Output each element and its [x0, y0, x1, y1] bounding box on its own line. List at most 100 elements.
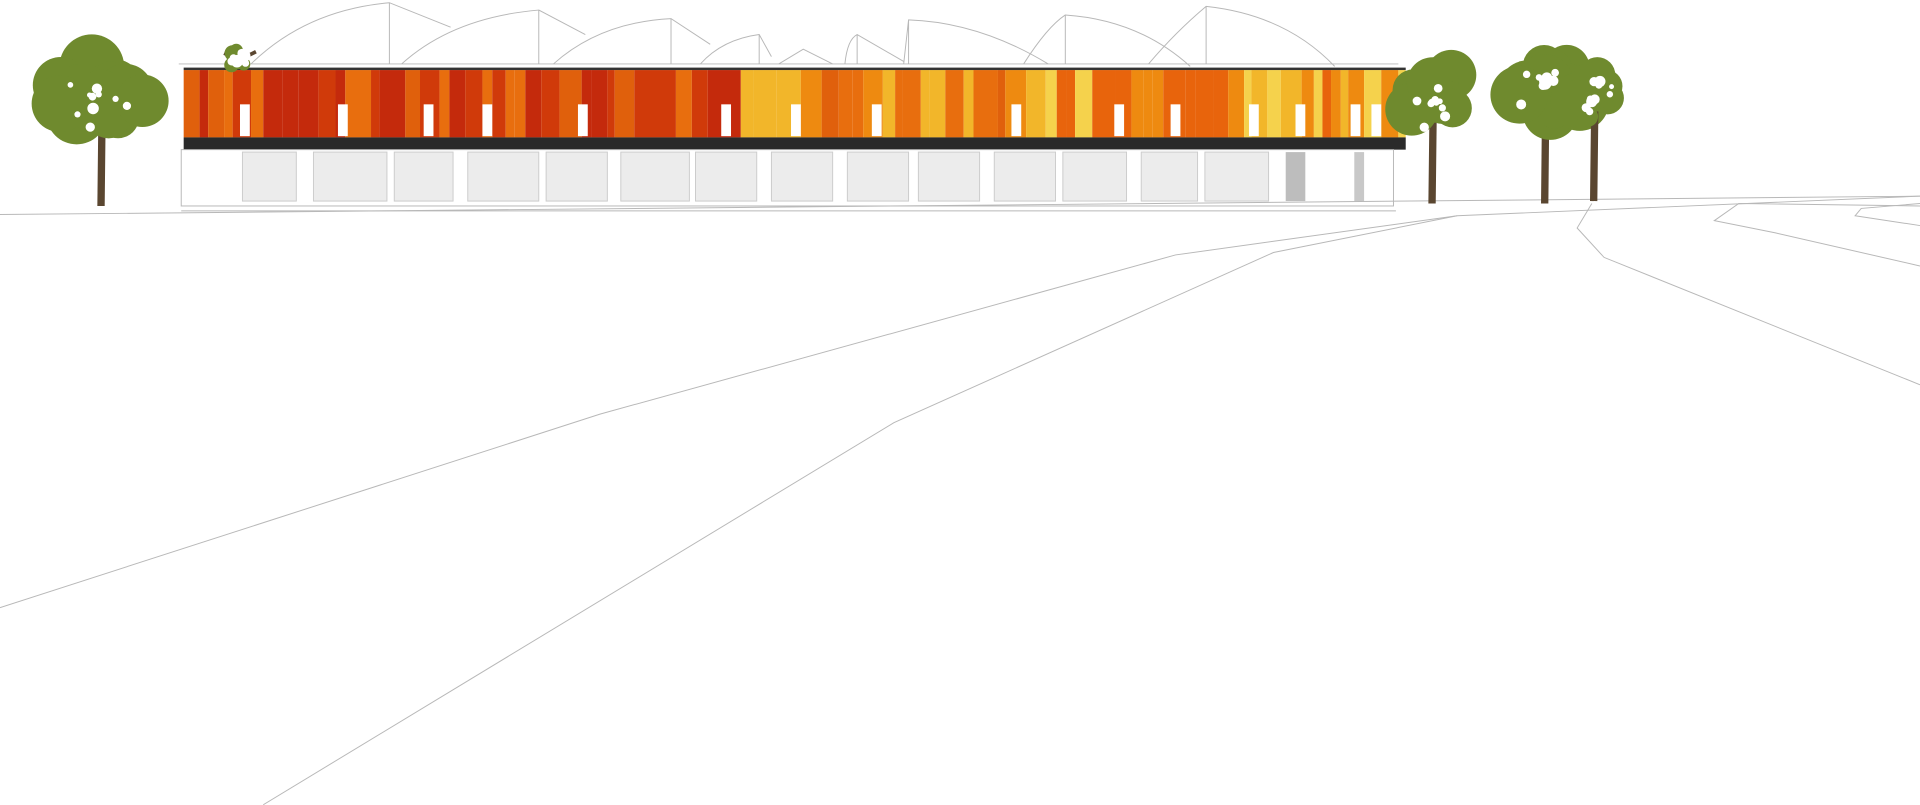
facade-panel	[1092, 70, 1116, 138]
tree-foliage	[1579, 57, 1616, 93]
foliage-gap	[241, 59, 250, 67]
window	[423, 104, 434, 137]
facade-panel	[929, 70, 946, 138]
facade-panel	[997, 70, 1006, 138]
glass-panel	[917, 151, 981, 202]
foliage-gap	[122, 101, 132, 111]
facade-panel	[1313, 70, 1323, 138]
glass-panel	[770, 151, 834, 202]
facade-band	[183, 67, 1406, 138]
glass-panel	[1204, 151, 1270, 202]
tree-foliage	[31, 75, 89, 133]
foliage-gap	[1516, 99, 1527, 110]
foliage-gap	[86, 92, 93, 98]
facade-panel	[183, 70, 200, 138]
foliage-gap	[1433, 83, 1443, 93]
foliage-gap	[1427, 99, 1435, 108]
foliage-gap	[1440, 111, 1451, 122]
facade-panel	[614, 70, 635, 138]
roof-arcs	[178, 2, 1399, 67]
facade-panel	[1267, 70, 1281, 138]
foliage-gap	[1412, 96, 1422, 106]
facade-panel	[345, 70, 372, 138]
facade-panel	[335, 70, 346, 138]
facade-panel	[1075, 70, 1093, 138]
facade-panel	[251, 70, 264, 138]
facade-panel	[591, 70, 608, 138]
door	[1354, 152, 1365, 202]
facade-panel	[541, 70, 560, 138]
facade-panel	[707, 70, 720, 138]
facade-panel	[963, 70, 974, 138]
window	[721, 104, 732, 137]
facade-panel	[902, 70, 921, 138]
facade-panel	[973, 70, 998, 138]
facade-panel	[800, 70, 822, 138]
facade-panel	[465, 70, 483, 138]
facade-panel	[525, 70, 542, 138]
glass-panel	[241, 151, 297, 202]
facade-panel	[514, 70, 526, 138]
facade-panel	[753, 70, 777, 138]
tree-foliage	[116, 74, 169, 128]
glass-panel	[312, 151, 388, 202]
facade-panel	[505, 70, 515, 138]
foliage-gap	[112, 95, 119, 103]
foliage-gap	[67, 82, 74, 88]
glass-panel	[545, 151, 608, 202]
window	[337, 104, 348, 137]
foliage-gap	[85, 122, 95, 132]
facade-top-edge	[183, 67, 1406, 71]
foliage-gap	[1589, 77, 1599, 87]
facade-panel	[1066, 70, 1076, 138]
foliage-gap	[1438, 104, 1446, 112]
foliage-gap	[95, 91, 102, 98]
window	[791, 104, 801, 137]
facade-panel	[634, 70, 660, 138]
window	[240, 104, 250, 137]
foliage-gap	[1609, 84, 1615, 90]
glass-panel	[620, 151, 690, 202]
foliage-gap	[1433, 99, 1440, 106]
facade-panel	[740, 70, 754, 138]
foliage-gap	[1548, 75, 1559, 86]
floor-slab	[183, 137, 1406, 150]
foliage-gap	[1551, 68, 1559, 77]
window	[1295, 104, 1306, 137]
window	[577, 104, 588, 137]
window	[1011, 104, 1022, 137]
facade-panel	[1244, 70, 1252, 138]
facade-panel	[660, 70, 676, 138]
facade-panel	[298, 70, 319, 138]
glass-panel	[467, 151, 540, 202]
facade-panel	[581, 70, 592, 138]
glass-panel	[695, 151, 758, 202]
foliage-gap	[91, 83, 103, 94]
facade-panel	[691, 70, 708, 138]
tree-foliage	[1560, 79, 1592, 111]
facade-panel	[199, 70, 209, 138]
facade-panel	[263, 70, 283, 138]
ground-floor	[180, 149, 1394, 207]
facade-panel	[1152, 70, 1164, 138]
facade-panel	[1056, 70, 1067, 138]
facade-panel	[405, 70, 420, 138]
foliage-gap	[230, 55, 243, 68]
facade-panel	[379, 70, 406, 138]
facade-panel	[675, 70, 692, 138]
facade-panel	[318, 70, 336, 138]
facade-panel	[482, 70, 493, 138]
foliage-gap	[1606, 91, 1614, 98]
door	[1285, 152, 1306, 202]
facade-panel	[852, 70, 864, 138]
facade-panel	[607, 70, 615, 138]
facade-panel	[1331, 70, 1341, 138]
window	[1114, 104, 1125, 137]
foliage-gap	[1522, 70, 1531, 79]
window	[1350, 104, 1361, 137]
facade-panel	[945, 70, 964, 138]
ground-lines	[0, 195, 1920, 805]
foliage-gap	[1419, 122, 1429, 132]
